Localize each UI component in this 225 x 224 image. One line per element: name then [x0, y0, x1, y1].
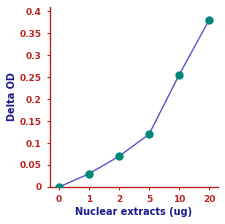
- Y-axis label: Delta OD: Delta OD: [7, 73, 17, 121]
- X-axis label: Nuclear extracts (ug): Nuclear extracts (ug): [76, 207, 193, 217]
